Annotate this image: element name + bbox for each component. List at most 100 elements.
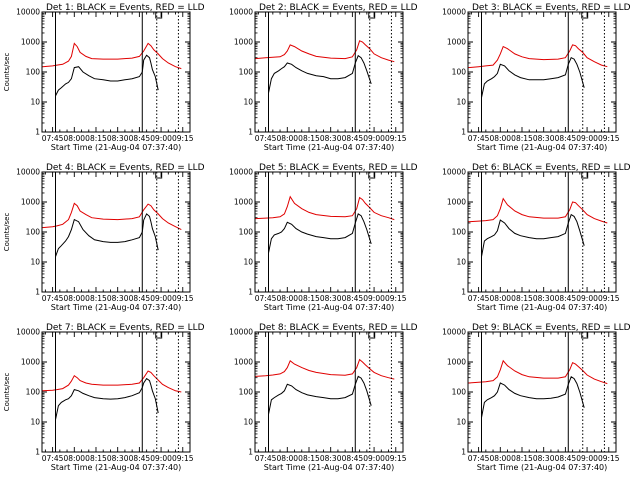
x-tick-label: 08:00 xyxy=(63,454,85,463)
panel-det-2: Det 2: BLACK = Events, RED = LLD 1 10 100 10… xyxy=(229,3,418,152)
y-tick-label: 1 xyxy=(461,128,466,137)
series-events-line xyxy=(55,54,159,97)
x-tick-label: 08:00 xyxy=(276,454,298,463)
y-tick-label: 1000 xyxy=(21,198,40,207)
x-tick-label: 08:45 xyxy=(342,294,364,303)
series-events-line xyxy=(481,213,585,257)
panel-title: Det 6: BLACK = Events, RED = LLD xyxy=(472,163,631,173)
x-tick-label: 08:30 xyxy=(320,294,342,303)
x-tick-label: 09:15 xyxy=(385,134,407,143)
x-tick-label: 09:00 xyxy=(576,454,598,463)
flag-marker xyxy=(368,332,376,339)
x-tick-label: 09:15 xyxy=(385,454,407,463)
x-tick-label: 08:15 xyxy=(85,294,107,303)
x-tick-label: 09:00 xyxy=(150,134,172,143)
y-tick-label: 100 xyxy=(239,388,254,397)
y-tick-label: 10 xyxy=(30,258,40,267)
x-tick-label: 08:45 xyxy=(555,454,577,463)
x-tick-label: 09:15 xyxy=(172,454,194,463)
y-tick-label: 1000 xyxy=(447,198,466,207)
x-axis-label: Start Time (21-Aug-04 07:37:40) xyxy=(477,463,608,472)
x-tick-label: 08:00 xyxy=(489,454,511,463)
x-tick-label: 08:15 xyxy=(511,454,533,463)
y-tick-label: 10 xyxy=(30,98,40,107)
series-lld-line xyxy=(255,40,395,63)
y-tick-label: 1 xyxy=(248,288,253,297)
y-tick-label: 10000 xyxy=(229,328,253,337)
x-tick-label: 09:00 xyxy=(576,134,598,143)
flag-marker xyxy=(368,12,376,19)
x-tick-label: 09:15 xyxy=(598,454,620,463)
panel-title: Det 8: BLACK = Events, RED = LLD xyxy=(259,323,418,333)
x-tick-label: 08:30 xyxy=(107,454,129,463)
x-tick-label: 07:45 xyxy=(255,134,277,143)
x-tick-label: 08:45 xyxy=(342,454,364,463)
flag-marker xyxy=(581,332,589,339)
x-tick-label: 08:30 xyxy=(320,454,342,463)
x-tick-label: 08:15 xyxy=(298,454,320,463)
y-tick-label: 100 xyxy=(452,388,467,397)
panel-title: Det 2: BLACK = Events, RED = LLD xyxy=(259,3,418,13)
y-tick-label: 10 xyxy=(243,258,253,267)
y-tick-label: 1000 xyxy=(234,38,253,47)
x-tick-label: 07:45 xyxy=(42,294,64,303)
plot-frame xyxy=(467,171,617,293)
y-axis-ticks xyxy=(42,171,191,293)
y-tick-label: 100 xyxy=(26,68,41,77)
x-tick-label: 08:30 xyxy=(533,294,555,303)
series-events-line xyxy=(481,376,585,418)
x-tick-label: 07:45 xyxy=(468,134,490,143)
y-axis-ticks xyxy=(468,171,617,293)
flag-marker xyxy=(155,172,163,179)
series-lld-line xyxy=(42,42,182,70)
plot-frame xyxy=(467,331,617,453)
panel-title: Det 7: BLACK = Events, RED = LLD xyxy=(46,323,205,333)
panel-title: Det 3: BLACK = Events, RED = LLD xyxy=(472,3,631,13)
series-events-line xyxy=(268,54,372,94)
x-tick-label: 08:15 xyxy=(511,294,533,303)
x-tick-label: 08:30 xyxy=(320,134,342,143)
y-tick-label: 1000 xyxy=(234,358,253,367)
y-tick-label: 10000 xyxy=(16,168,40,177)
flag-marker xyxy=(368,172,376,179)
plot-frame xyxy=(41,11,191,133)
x-axis-label: Start Time (21-Aug-04 07:37:40) xyxy=(477,303,608,312)
y-axis-label: Counts/sec xyxy=(3,373,11,412)
x-axis-label: Start Time (21-Aug-04 07:37:40) xyxy=(264,463,395,472)
y-tick-label: 10 xyxy=(30,418,40,427)
series-lld-line xyxy=(468,44,608,69)
x-tick-label: 08:15 xyxy=(298,134,320,143)
x-tick-label: 07:45 xyxy=(468,454,490,463)
y-tick-label: 10000 xyxy=(442,328,466,337)
x-tick-label: 08:45 xyxy=(555,134,577,143)
y-tick-label: 1 xyxy=(35,288,40,297)
x-axis-label: Start Time (21-Aug-04 07:37:40) xyxy=(51,463,182,472)
flag-marker xyxy=(581,172,589,179)
x-tick-label: 08:00 xyxy=(276,134,298,143)
y-axis-ticks xyxy=(255,171,404,293)
x-tick-label: 08:45 xyxy=(129,294,151,303)
y-tick-label: 1000 xyxy=(21,358,40,367)
series-lld-line xyxy=(42,202,182,231)
x-tick-label: 08:45 xyxy=(129,454,151,463)
y-axis-ticks xyxy=(255,331,404,453)
y-tick-label: 100 xyxy=(239,228,254,237)
x-tick-label: 09:00 xyxy=(150,454,172,463)
y-tick-label: 1000 xyxy=(234,198,253,207)
x-axis-label: Start Time (21-Aug-04 07:37:40) xyxy=(264,303,395,312)
x-tick-label: 08:00 xyxy=(63,294,85,303)
panel-det-6: Det 6: BLACK = Events, RED = LLD 1 10 100 10… xyxy=(442,163,631,312)
y-tick-label: 1 xyxy=(35,448,40,457)
y-tick-label: 1 xyxy=(248,128,253,137)
panel-det-1: Det 1: BLACK = Events, RED = LLD 1 10 100 10… xyxy=(3,3,205,152)
y-tick-label: 10000 xyxy=(442,8,466,17)
panel-det-7: Det 7: BLACK = Events, RED = LLD 1 10 100 10… xyxy=(3,323,205,472)
y-tick-label: 100 xyxy=(452,68,467,77)
panel-det-4: Det 4: BLACK = Events, RED = LLD 1 10 100 10… xyxy=(3,163,205,312)
x-tick-label: 09:00 xyxy=(576,294,598,303)
x-tick-label: 08:45 xyxy=(555,294,577,303)
x-tick-label: 08:15 xyxy=(85,454,107,463)
x-axis-label: Start Time (21-Aug-04 07:37:40) xyxy=(264,143,395,152)
y-tick-label: 10000 xyxy=(16,8,40,17)
